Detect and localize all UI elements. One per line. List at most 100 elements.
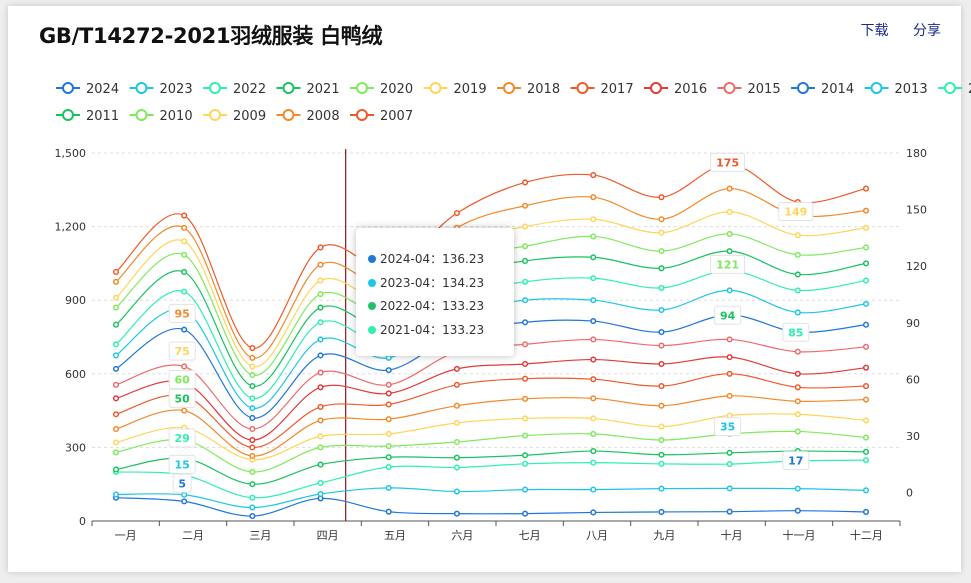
legend-swatch-marker [576,82,589,94]
data-point-2007 [181,212,188,219]
data-point-2022 [453,464,460,471]
data-label-text: 50 [175,392,191,405]
legend-label: 2016 [674,82,707,97]
data-point-2014 [317,352,324,359]
data-point-2020 [317,444,324,451]
x-tick-label: 八月 [586,529,608,542]
data-label-box [714,417,742,437]
data-point-2018 [453,402,460,409]
y-left-tick-label: 600 [65,368,86,381]
data-point-2017 [522,375,529,382]
data-point-2012 [112,341,120,348]
legend-label: 2007 [380,109,413,124]
data-point-2015 [112,381,120,388]
data-point-2023 [522,486,529,493]
x-tick-label: 十一月 [783,528,816,542]
data-point-2016 [590,356,597,363]
legend-label: 2020 [380,82,413,97]
data-label-text: 175 [716,156,739,169]
data-point-2011 [522,257,529,264]
y-left-tick-label: 1,500 [55,147,87,160]
data-point-2019 [862,417,870,424]
data-point-2022 [522,460,529,467]
data-point-2009 [590,216,597,223]
data-label-text: 75 [175,345,190,358]
legend-swatch-marker [650,82,662,94]
data-point-2020 [385,443,392,450]
legend-item-2018: 2018 [497,82,560,97]
data-label-text: 35 [720,421,735,434]
data-label-box [710,152,746,172]
data-point-2020 [453,438,460,446]
legend-swatch-marker [209,109,221,121]
data-point-2019 [453,419,460,426]
share-link[interactable]: 分享 [913,23,941,39]
legend-label: 2019 [454,82,487,97]
legend-swatch-marker [209,82,221,94]
legend-item-2011: 2011 [56,109,119,124]
data-point-2018 [522,395,529,402]
data-point-2017 [658,383,665,390]
data-point-2020 [794,428,801,435]
data-point-2022 [385,463,392,471]
series-line-2022 [115,459,867,499]
data-point-2017 [249,444,256,451]
data-point-2021 [590,448,597,455]
data-point-2019 [794,411,801,418]
data-point-2007 [590,172,597,179]
data-point-2009 [658,229,665,236]
legend-label: 2024 [86,82,119,97]
legend-label: 2010 [160,109,193,124]
data-point-2022 [726,461,733,468]
legend-label: 2021 [307,82,340,97]
download-link[interactable]: 下载 [860,23,889,39]
data-point-2021 [112,466,120,473]
data-point-2008 [522,202,529,209]
data-point-2008 [862,207,870,214]
y-left-tick-label: 300 [65,441,86,454]
data-point-2024 [181,498,188,505]
data-point-2015 [658,342,665,349]
data-point-2010 [726,230,733,238]
data-point-2015 [794,348,801,355]
data-point-2024 [385,508,392,515]
data-point-2019 [522,415,529,422]
data-point-2016 [453,365,460,372]
data-point-2012 [794,287,801,294]
data-label: 94 [714,305,742,325]
legend-item-2019: 2019 [423,82,487,97]
data-point-2017 [726,370,733,377]
data-point-2012 [522,278,529,285]
data-point-2007 [453,210,460,217]
data-point-2008 [726,185,733,192]
data-point-2011 [862,260,870,267]
data-point-2014 [112,365,120,372]
data-point-2021 [249,481,256,488]
legend-swatch-marker [870,82,883,94]
data-point-2008 [112,278,120,285]
legend-swatch-marker [282,109,295,121]
data-point-2021 [522,452,529,459]
legend-swatch-marker [135,82,148,94]
y-left-tick-label: 0 [79,515,86,528]
data-point-2014 [181,326,188,333]
legend-label: 2011 [86,109,119,124]
legend-item-2021: 2021 [276,82,340,97]
legend-swatch-marker [944,82,956,94]
data-point-2007 [862,185,870,192]
data-point-2018 [249,452,256,460]
data-point-2010 [112,304,120,311]
tooltip-text: 2021-04：133.23 [380,322,485,337]
legend-swatch-marker [356,82,368,94]
data-point-2020 [249,468,256,475]
data-point-2012 [590,275,597,282]
data-point-2008 [590,194,597,201]
data-label-text: 94 [720,309,736,322]
data-point-2011 [112,321,120,328]
legend-item-2024: 2024 [56,82,119,97]
data-point-2018 [385,416,392,423]
tooltip-dot-icon [368,255,376,263]
data-point-2007 [112,268,120,276]
legend-label: 2022 [233,82,266,97]
data-point-2017 [317,403,324,410]
